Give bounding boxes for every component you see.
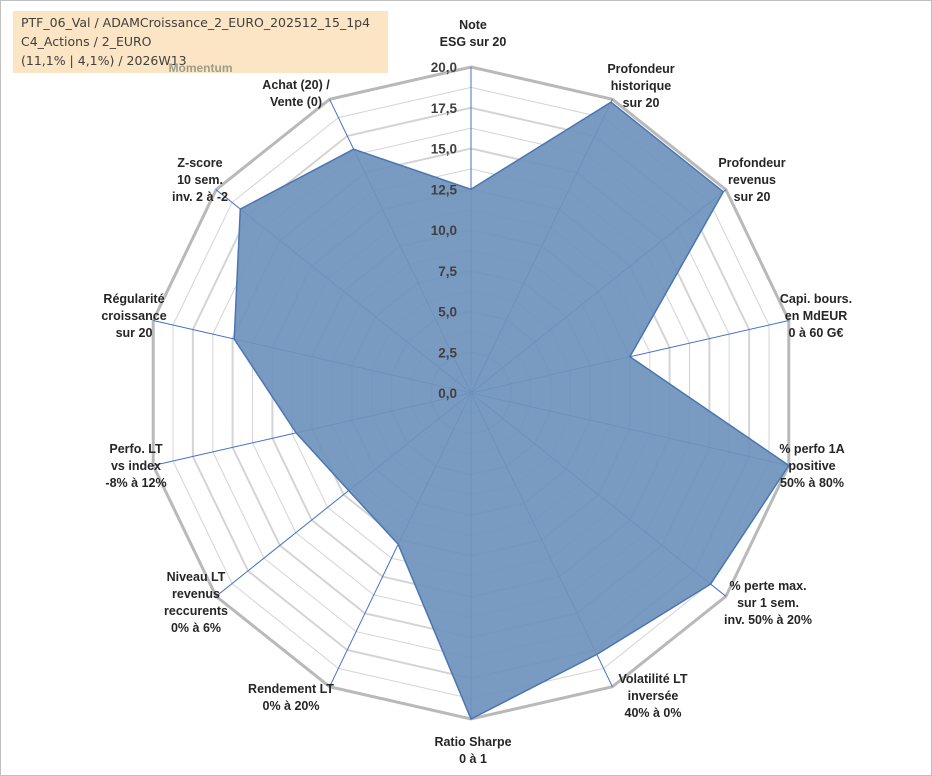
tick-label: 10,0 (431, 223, 457, 238)
axis-label: Note ESG sur 20 (440, 18, 507, 49)
tick-label: 5,0 (438, 305, 457, 320)
tick-label: 12,5 (431, 182, 458, 197)
axis-label: % perte max. sur 1 sem. inv. 50% à 20% (724, 579, 812, 627)
radial-tick-labels: 0,0 2,5 5,0 7,5 10,0 12,5 15,0 17,5 20,0 (431, 60, 458, 401)
axis-label: Régularité croissance sur 20 (101, 292, 166, 340)
info-box: PTF_06_Val / ADAMCroissance_2_EURO_20251… (13, 11, 388, 75)
tick-label: 2,5 (438, 345, 457, 360)
series-area (233, 101, 790, 721)
axis-label: Profondeur revenus sur 20 (718, 156, 785, 204)
axis-label: Rendement LT 0% à 20% (248, 682, 334, 713)
axis-label: Ratio Sharpe 0 à 1 (434, 735, 511, 766)
tick-label: 15,0 (431, 142, 457, 157)
tick-label: 20,0 (431, 60, 457, 75)
radar-series (233, 101, 790, 721)
axis-label: Achat (20) / Vente (0) (262, 78, 330, 109)
axis-labels: Note ESG sur 20 Profondeur historique sur 20… (101, 18, 852, 766)
axis-label: Perfo. LT vs index -8% à 12% (105, 442, 166, 490)
axis-label: % perfo 1A positive 50% à 80% (779, 442, 844, 490)
axis-label: Volatilité LT inversée 40% à 0% (619, 672, 688, 720)
info-portfolio-line: PTF_06_Val / ADAMCroissance_2_EURO_20251… (21, 15, 371, 30)
tick-label: 0,0 (438, 386, 457, 401)
axis-label: Niveau LT revenus reccurents 0% à 6% (164, 570, 228, 635)
info-category-line: C4_Actions / 2_EURO (21, 34, 152, 49)
axis-label: Profondeur historique sur 20 (607, 62, 674, 110)
momentum-label: Momentum (168, 61, 233, 75)
tick-label: 17,5 (431, 101, 458, 116)
axis-label: Capi. bours. en MdEUR 0 à 60 G€ (780, 292, 852, 340)
tick-label: 7,5 (438, 264, 457, 279)
info-stats-line: (11,1% | 4,1%) / 2026W13 (21, 53, 187, 68)
axis-label: Z-score 10 sem. inv. 2 à -2 (172, 156, 228, 204)
